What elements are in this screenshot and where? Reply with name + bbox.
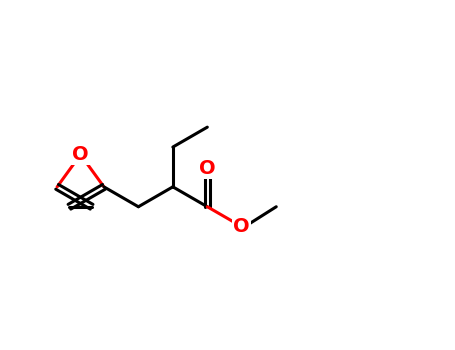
Text: O: O [199, 159, 216, 178]
Text: O: O [72, 145, 89, 164]
Text: O: O [233, 217, 250, 236]
